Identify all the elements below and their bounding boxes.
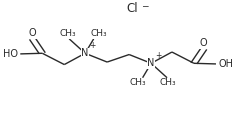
Text: Cl: Cl — [127, 2, 138, 15]
Text: CH₃: CH₃ — [160, 78, 177, 87]
Text: +: + — [155, 51, 161, 60]
Text: +: + — [89, 41, 95, 50]
Text: N: N — [147, 58, 155, 68]
Text: CH₃: CH₃ — [90, 29, 107, 38]
Text: OH: OH — [218, 59, 233, 69]
Text: CH₃: CH₃ — [129, 78, 146, 87]
Text: N: N — [81, 48, 89, 58]
Text: CH₃: CH₃ — [60, 29, 76, 38]
Text: −: − — [141, 1, 148, 10]
Text: HO: HO — [3, 49, 18, 59]
Text: O: O — [200, 38, 208, 48]
Text: O: O — [29, 28, 36, 38]
